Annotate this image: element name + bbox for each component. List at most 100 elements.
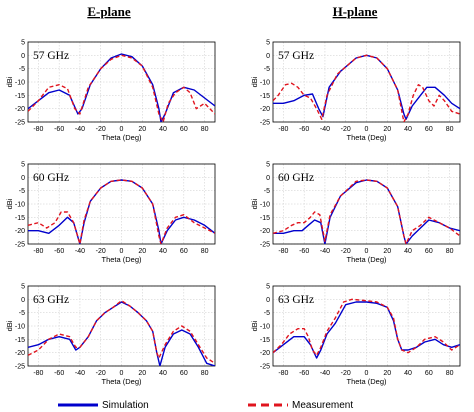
x-tick-label: 40 [404, 248, 412, 255]
x-tick-label: -20 [96, 126, 106, 133]
y-tick-label: -15 [260, 337, 270, 344]
x-tick-label: 20 [138, 370, 146, 377]
x-tick-label: 80 [446, 248, 454, 255]
x-tick-label: 20 [383, 126, 391, 133]
h-plane-title: H-plane [333, 4, 378, 19]
y-tick-label: -25 [260, 242, 270, 249]
y-tick-label: -20 [260, 228, 270, 235]
x-tick-label: -80 [33, 370, 43, 377]
y-tick-label: -10 [260, 202, 270, 209]
frequency-label: 63 GHz [278, 294, 314, 306]
x-tick-label: 40 [159, 370, 167, 377]
panel-4: 5 0 -5 -10 -15 -20 -25 -80 -60 -40 -20 0 20 40 60 80 The… [250, 162, 461, 264]
x-tick-label: -60 [54, 126, 64, 133]
x-tick-label: -80 [278, 370, 288, 377]
x-tick-label: 80 [201, 370, 209, 377]
x-axis-label: Theta (Deg) [101, 255, 142, 264]
y-tick-label: 5 [266, 40, 270, 47]
y-tick-label: -20 [260, 106, 270, 113]
y-tick-label: -25 [260, 120, 270, 127]
x-tick-label: -40 [75, 370, 85, 377]
y-tick-label: -5 [19, 188, 25, 195]
x-tick-label: 60 [180, 370, 188, 377]
frequency-label: 57 GHz [33, 50, 69, 62]
x-tick-label: -20 [341, 370, 351, 377]
plot-frame [27, 285, 216, 367]
x-tick-label: 0 [120, 370, 124, 377]
y-axis-label: dBi [250, 76, 259, 87]
measurement-line [273, 179, 460, 244]
y-tick-label: 5 [21, 40, 25, 47]
x-tick-label: -20 [96, 370, 106, 377]
x-tick-label: 60 [425, 126, 433, 133]
x-tick-label: 60 [425, 370, 433, 377]
y-tick-label: -20 [15, 228, 25, 235]
x-tick-label: 80 [446, 126, 454, 133]
x-tick-label: 0 [120, 126, 124, 133]
y-axis-label: dBi [5, 320, 14, 331]
x-tick-label: 20 [383, 370, 391, 377]
y-tick-label: 5 [21, 284, 25, 291]
x-tick-label: -40 [75, 248, 85, 255]
y-tick-label: -15 [15, 337, 25, 344]
y-tick-label: -25 [15, 120, 25, 127]
x-tick-label: -60 [299, 370, 309, 377]
plot-frame [27, 41, 216, 123]
y-axis-label: dBi [250, 320, 259, 331]
measurement-line [28, 179, 215, 244]
x-tick-label: 20 [138, 248, 146, 255]
x-tick-label: -60 [54, 370, 64, 377]
x-tick-label: 80 [201, 126, 209, 133]
x-tick-label: -60 [299, 248, 309, 255]
x-tick-label: -40 [320, 126, 330, 133]
x-tick-label: -40 [75, 126, 85, 133]
x-axis-label: Theta (Deg) [101, 377, 142, 386]
x-tick-label: -40 [320, 248, 330, 255]
x-tick-label: -80 [278, 126, 288, 133]
frequency-label: 60 GHz [33, 172, 69, 184]
y-tick-label: -10 [15, 324, 25, 331]
x-tick-label: 0 [120, 248, 124, 255]
x-axis-label: Theta (Deg) [346, 255, 387, 264]
y-tick-label: 0 [266, 175, 270, 182]
x-axis-label: Theta (Deg) [346, 377, 387, 386]
frequency-label: 63 GHz [33, 294, 69, 306]
measurement-line [28, 300, 215, 364]
x-tick-label: 40 [159, 126, 167, 133]
panel-1: 5 0 -5 -10 -15 -20 -25 -80 -60 -40 -20 0 20 40 60 80 The… [5, 40, 216, 142]
y-tick-label: 5 [266, 284, 270, 291]
y-tick-label: -15 [15, 93, 25, 100]
x-tick-label: 80 [201, 248, 209, 255]
plot-frame [272, 285, 461, 367]
plot-frame [272, 41, 461, 123]
panel-5: 5 0 -5 -10 -15 -20 -25 -80 -60 -40 -20 0 20 40 60 80 The… [5, 284, 216, 386]
measurement-line [273, 298, 460, 356]
x-tick-label: 80 [446, 370, 454, 377]
panel-3: 5 0 -5 -10 -15 -20 -25 -80 -60 -40 -20 0 20 40 60 80 The… [5, 162, 216, 264]
x-tick-label: 40 [159, 248, 167, 255]
plot-frame [27, 163, 216, 245]
x-tick-label: -80 [33, 126, 43, 133]
y-tick-label: -20 [15, 106, 25, 113]
y-tick-label: -20 [15, 350, 25, 357]
y-tick-label: -5 [264, 310, 270, 317]
plot-frame [272, 163, 461, 245]
y-axis-label: dBi [250, 198, 259, 209]
x-tick-label: -60 [54, 248, 64, 255]
simulation-line [28, 179, 215, 244]
simulation-line [273, 301, 460, 359]
simulation-line [273, 179, 460, 244]
frequency-label: 57 GHz [278, 50, 314, 62]
e-plane-title: E-plane [87, 4, 131, 19]
y-tick-label: -10 [260, 324, 270, 331]
x-tick-label: 60 [425, 248, 433, 255]
x-tick-label: 20 [383, 248, 391, 255]
y-tick-label: -5 [19, 66, 25, 73]
x-tick-label: 0 [365, 126, 369, 133]
y-tick-label: -25 [260, 364, 270, 371]
y-tick-label: 0 [21, 297, 25, 304]
y-tick-label: 0 [21, 175, 25, 182]
x-tick-label: 40 [404, 370, 412, 377]
y-tick-label: -25 [15, 364, 25, 371]
